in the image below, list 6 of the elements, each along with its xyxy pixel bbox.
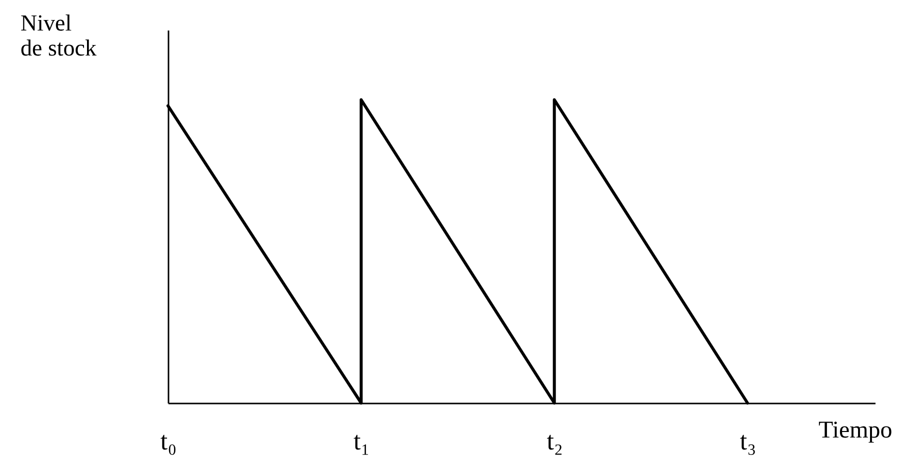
y-axis-title: Nivel de stock [20, 10, 98, 60]
x-tick-label: t₂ [546, 426, 563, 456]
x-axis-title: Tiempo [818, 418, 892, 444]
x-tick-label: t₃ [740, 426, 756, 456]
x-tick-label: t₁ [354, 426, 370, 456]
x-tick-label: t₀ [160, 426, 177, 456]
